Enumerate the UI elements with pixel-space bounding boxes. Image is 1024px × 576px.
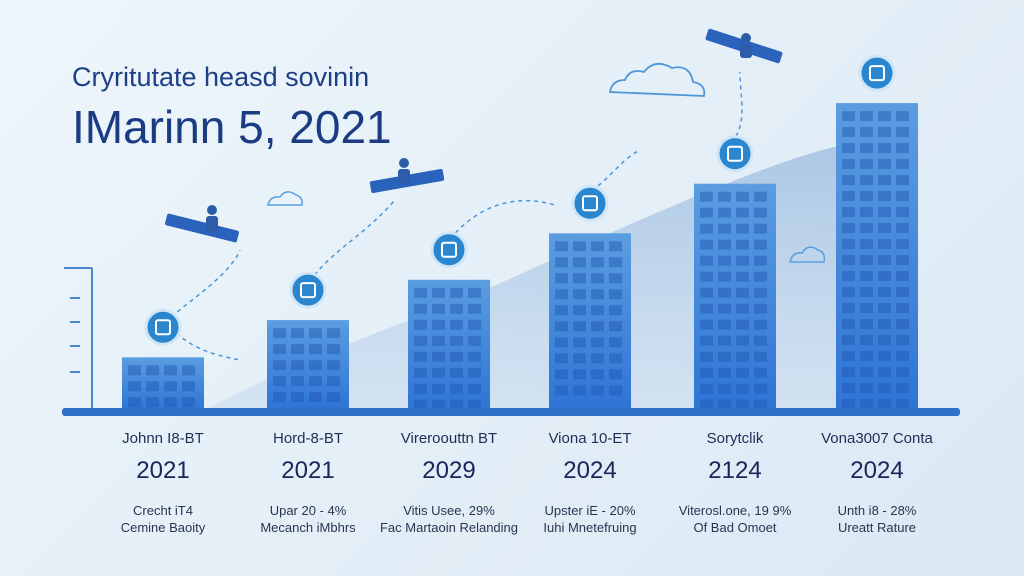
category-label: Vireroouttn BT: [400, 430, 498, 447]
description-line-1: Upar 20 - 4%: [269, 503, 347, 518]
cloud-icon: [267, 191, 303, 206]
description-line-2: Of Bad Omoet: [693, 520, 777, 535]
description-line-2: Mecanch iMbhrs: [260, 520, 356, 535]
bar-3: [408, 279, 490, 410]
year-label: 2029: [422, 457, 476, 484]
badge-glyph: [441, 241, 457, 258]
icons-layer: [144, 54, 896, 346]
description-line-1: Vitis Usee, 29%: [403, 503, 495, 518]
description-line-2: Cemine Baoity: [120, 520, 206, 535]
category-column: Johnn I8-BT 2021 Crecht iT4 Cemine Baoity: [88, 430, 238, 536]
category-label: Sorytclik: [706, 430, 764, 447]
description-line-2: Ureatt Rature: [837, 520, 917, 535]
bar-window-pattern: [414, 287, 481, 410]
year-label: 2021: [136, 457, 190, 484]
bar-window-pattern: [842, 111, 909, 410]
category-label: Johnn I8-BT: [122, 430, 204, 447]
bars-layer: [122, 103, 918, 410]
description-line-2: Iuhi Mnetefruing: [543, 520, 637, 535]
chart-title: IMarinn 5, 2021: [72, 101, 392, 153]
category-column: Vona3007 Conta 2024 Unth i8 - 28% Ureatt Ra…: [802, 430, 952, 536]
category-label: Hord-8-BT: [272, 430, 343, 447]
badge-glyph: [582, 195, 598, 212]
category-label: Vona3007 Conta: [821, 430, 933, 447]
description-line-2: Fac Martaoin Relanding: [379, 520, 519, 535]
bar-window-pattern: [700, 191, 767, 410]
category-column: Sorytclik 2124 Viterosl.one, 19 9% Of Bad O…: [660, 430, 810, 536]
description-line-1: Viterosl.one, 19 9%: [678, 503, 792, 518]
bar-6: [836, 103, 918, 410]
cloud-icon: [608, 62, 706, 97]
baseline: [62, 408, 960, 416]
description-line-1: Upster iE - 20%: [544, 503, 636, 518]
year-label: 2024: [563, 457, 617, 484]
badge-icon-4: [571, 184, 609, 222]
badge-icon-2: [289, 271, 327, 309]
chart-subtitle: Cryritutate heasd sovinin: [72, 62, 370, 92]
bar-4: [549, 233, 631, 410]
year-label: 2024: [850, 457, 904, 484]
bar-1: [122, 357, 204, 410]
cloud-icon: [789, 246, 826, 263]
badge-icon-1: [144, 308, 182, 346]
year-label: 2124: [708, 457, 762, 484]
badge-glyph: [727, 145, 743, 162]
category-column: Viona 10-ET 2024 Upster iE - 20% Iuhi Mnete…: [515, 430, 665, 536]
badge-glyph: [869, 65, 885, 82]
bar-2: [267, 320, 349, 410]
y-axis-ruler: [64, 267, 93, 410]
bar-window-pattern: [128, 365, 195, 408]
category-column: Vireroouttn BT 2029 Vitis Usee, 29% Fac Mar…: [374, 430, 524, 536]
year-label: 2021: [281, 457, 335, 484]
bar-window-pattern: [273, 328, 340, 403]
description-line-1: Crecht iT4: [133, 503, 193, 518]
badge-icon-6: [858, 54, 896, 92]
description-line-1: Unth i8 - 28%: [837, 503, 917, 518]
person-icon: [206, 33, 752, 232]
category-label: Viona 10-ET: [548, 430, 632, 447]
trend-area: [205, 146, 838, 410]
bar-5: [694, 183, 776, 410]
badge-icon-5: [716, 135, 754, 173]
bar-window-pattern: [555, 241, 622, 396]
badge-icon-3: [430, 231, 468, 269]
category-column: Hord-8-BT 2021 Upar 20 - 4% Mecanch iMbhrs: [233, 430, 383, 536]
badge-glyph: [155, 319, 171, 336]
badge-glyph: [300, 282, 316, 299]
